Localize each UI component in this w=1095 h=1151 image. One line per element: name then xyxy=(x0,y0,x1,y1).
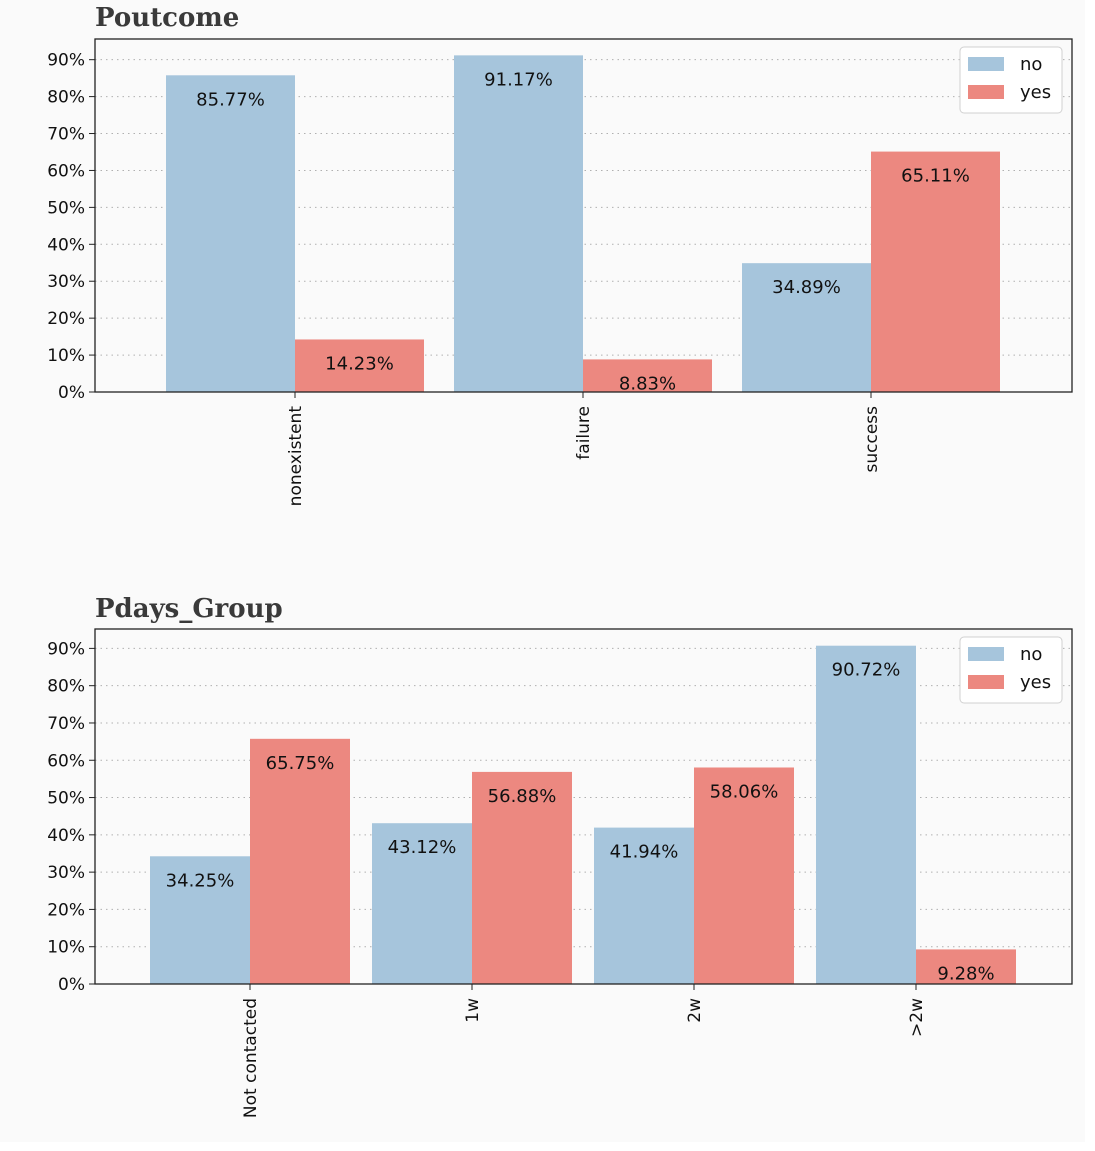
legend: no yes xyxy=(959,46,1063,114)
bar-no-2 xyxy=(594,827,694,984)
y-tick-label: 30% xyxy=(47,863,85,883)
bar-yes-0 xyxy=(250,738,350,984)
y-tick-label: 20% xyxy=(47,309,85,329)
data-label-yes-0: 65.75% xyxy=(266,753,335,774)
data-label-yes-0: 14.23% xyxy=(325,353,394,374)
y-tick-label: 20% xyxy=(47,900,85,920)
y-tick-label: 10% xyxy=(47,346,85,366)
x-tick-label: failure xyxy=(574,406,594,460)
bar-yes-2 xyxy=(871,151,1000,392)
chart-2: Pdays_Group 0% 10% 20% 30% 40% 50% 60% 70% 80% 90%… xyxy=(47,594,1073,1118)
data-label-yes-1: 56.88% xyxy=(488,786,557,807)
bar-no-3 xyxy=(816,645,916,984)
bar-no-1 xyxy=(454,55,583,392)
data-label-no-1: 91.17% xyxy=(484,69,553,90)
y-tick-label: 50% xyxy=(47,789,85,809)
x-tick-label: success xyxy=(862,406,882,473)
chart-title: Poutcome xyxy=(95,3,239,33)
legend-box xyxy=(959,46,1063,114)
y-tick-label: 40% xyxy=(47,826,85,846)
data-label-no-2: 34.89% xyxy=(772,277,841,298)
x-tick-label: 1w xyxy=(463,998,483,1023)
y-tick-label: 50% xyxy=(47,198,85,218)
bar-no-1 xyxy=(372,823,472,984)
bar-no-0 xyxy=(150,856,250,984)
y-tick-label: 80% xyxy=(47,677,85,697)
bar-yes-0 xyxy=(295,339,424,392)
data-label-yes-3: 9.28% xyxy=(937,963,994,984)
legend-label-no: no xyxy=(1020,54,1042,75)
legend-swatch-no xyxy=(968,647,1004,661)
legend-swatch-no xyxy=(968,57,1004,71)
x-tick-label: >2w xyxy=(907,998,927,1037)
axes-frame xyxy=(94,628,1073,985)
x-tick-label: Not contacted xyxy=(241,998,261,1118)
y-tick-label: 60% xyxy=(47,161,85,181)
data-label-no-1: 43.12% xyxy=(388,837,457,858)
bar-no-2 xyxy=(742,263,871,392)
chart-1: Poutcome 0% 10% 20% 30% 40% 50% 60% 70% 80% 90% 85.… xyxy=(47,3,1073,507)
data-label-no-2: 41.94% xyxy=(610,842,679,863)
axes-frame xyxy=(94,38,1073,393)
data-label-no-3: 90.72% xyxy=(832,660,901,681)
y-tick-label: 0% xyxy=(58,383,85,403)
legend-swatch-yes xyxy=(968,675,1004,689)
data-label-no-0: 85.77% xyxy=(196,89,265,110)
x-tick-label: 2w xyxy=(685,998,705,1023)
data-label-yes-1: 8.83% xyxy=(619,373,676,394)
y-tick-label: 90% xyxy=(47,51,85,71)
bar-yes-1 xyxy=(583,359,712,392)
x-tick-label: nonexistent xyxy=(286,406,306,507)
bar-yes-3 xyxy=(916,949,1016,984)
y-tick-label: 60% xyxy=(47,751,85,771)
data-label-no-0: 34.25% xyxy=(166,870,235,891)
y-tick-label: 70% xyxy=(47,714,85,734)
y-tick-label: 90% xyxy=(47,639,85,659)
y-tick-label: 0% xyxy=(58,975,85,995)
legend-label-yes: yes xyxy=(1020,82,1051,103)
y-tick-label: 70% xyxy=(47,125,85,145)
chart-title: Pdays_Group xyxy=(95,594,283,624)
bar-yes-2 xyxy=(694,767,794,984)
bar-yes-1 xyxy=(472,771,572,984)
y-tick-label: 40% xyxy=(47,235,85,255)
y-tick-label: 80% xyxy=(47,88,85,108)
legend-label-yes: yes xyxy=(1020,672,1051,693)
legend-label-no: no xyxy=(1020,644,1042,665)
legend: no yes xyxy=(959,636,1063,704)
y-tick-label: 10% xyxy=(47,938,85,958)
data-label-yes-2: 65.11% xyxy=(901,166,970,187)
bar-no-0 xyxy=(166,75,295,392)
y-tick-label: 30% xyxy=(47,272,85,292)
data-label-yes-2: 58.06% xyxy=(710,781,779,802)
legend-box xyxy=(959,636,1063,704)
legend-swatch-yes xyxy=(968,85,1004,99)
